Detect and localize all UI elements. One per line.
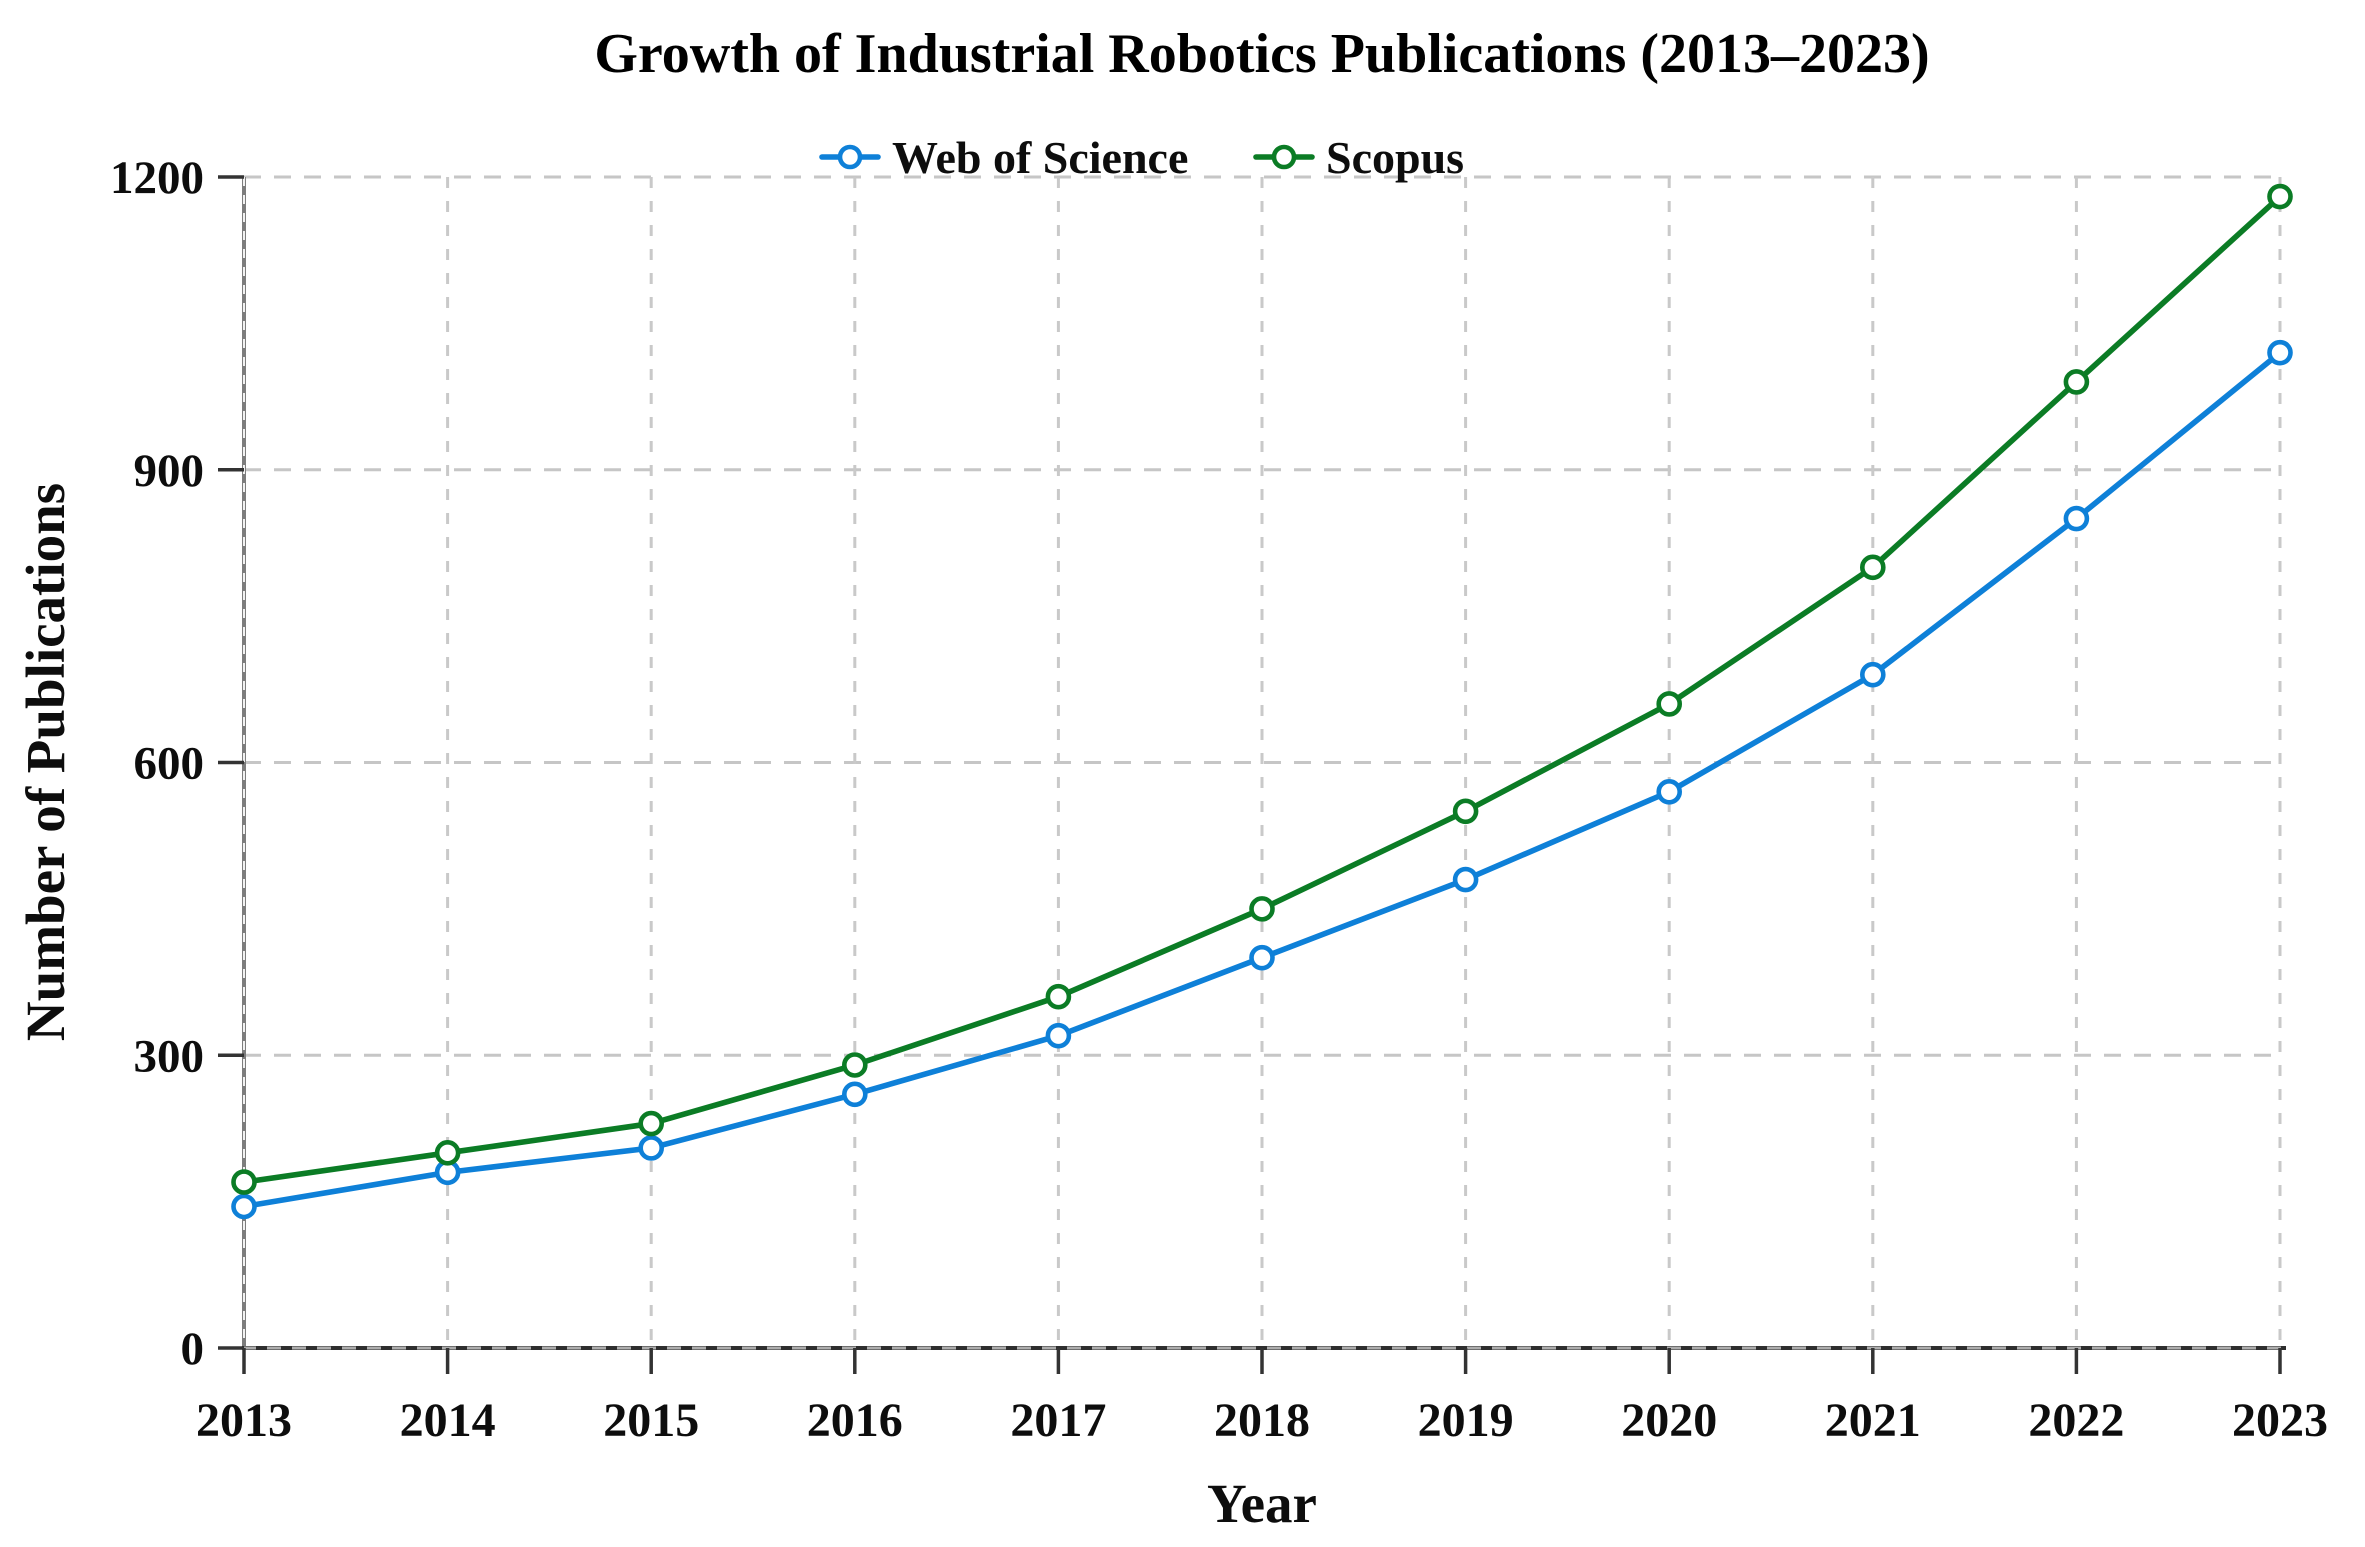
x-tick-label-2015: 2015	[603, 1394, 699, 1447]
chart-title: Growth of Industrial Robotics Publicatio…	[594, 23, 1929, 85]
data-point-web-of-science-2017	[1045, 1022, 1072, 1049]
x-tick-label-2023: 2023	[2232, 1394, 2328, 1447]
data-point-scopus-2018	[1249, 896, 1275, 922]
data-point-scopus-2023	[2267, 183, 2293, 210]
data-point-web-of-science-2023	[2267, 339, 2293, 366]
axes: 0 300 600 900 1200 2013 2014 2015 2016 2017 2018 20…	[110, 152, 2328, 1447]
y-tick-label-900: 900	[134, 445, 205, 497]
y-tick-label-600: 600	[134, 738, 205, 790]
data-point-web-of-science-2020	[1656, 778, 1682, 805]
x-tick-label-2017: 2017	[1010, 1394, 1106, 1447]
legend-marker-circle	[837, 144, 863, 170]
gridlines	[244, 175, 2282, 1348]
data-point-scopus-2022	[2063, 369, 2090, 395]
legend-item-web-of-science: Web of Science	[819, 132, 1188, 183]
y-axis-title: Number of Publications	[15, 483, 76, 1041]
data-point-web-of-science-2016	[841, 1081, 868, 1108]
data-point-web-of-science-2021	[1860, 661, 1886, 688]
data-point-web-of-science-2013	[231, 1193, 257, 1220]
legend: Web of Science Scopus	[819, 132, 1464, 183]
data-point-scopus-2019	[1452, 798, 1479, 825]
legend-item-scopus: Scopus	[1253, 132, 1464, 183]
x-tick-label-2021: 2021	[1825, 1394, 1921, 1447]
data-point-web-of-science-2022	[2063, 505, 2090, 532]
x-tick-label-2016: 2016	[807, 1394, 903, 1447]
data-point-scopus-2016	[841, 1052, 868, 1078]
x-tick-label-2022: 2022	[2028, 1394, 2124, 1447]
data-point-scopus-2021	[1860, 554, 1886, 581]
y-tick-label-0: 0	[181, 1323, 205, 1375]
x-tick-label-2019: 2019	[1418, 1394, 1514, 1447]
data-point-scopus-2020	[1656, 691, 1682, 717]
x-tick-label-2018: 2018	[1214, 1394, 1310, 1447]
data-point-web-of-science-2019	[1452, 866, 1479, 893]
y-tick-label-300: 300	[134, 1030, 205, 1082]
y-tick-label-1200: 1200	[110, 152, 204, 204]
legend-marker-circle	[1271, 144, 1297, 170]
data-point-scopus-2014	[434, 1140, 461, 1166]
legend-label: Scopus	[1326, 132, 1464, 183]
data-point-web-of-science-2015	[638, 1135, 665, 1161]
legend-label: Web of Science	[892, 132, 1188, 183]
x-tick-label-2014: 2014	[400, 1394, 496, 1447]
x-tick-label-2013: 2013	[196, 1394, 292, 1447]
x-tick-label-2020: 2020	[1621, 1394, 1717, 1447]
data-point-scopus-2015	[638, 1110, 665, 1137]
x-axis-title: Year	[1207, 1473, 1317, 1534]
data-point-scopus-2013	[231, 1169, 257, 1195]
data-point-scopus-2017	[1045, 983, 1072, 1010]
data-point-web-of-science-2018	[1249, 944, 1275, 971]
data-series	[231, 183, 2293, 1220]
